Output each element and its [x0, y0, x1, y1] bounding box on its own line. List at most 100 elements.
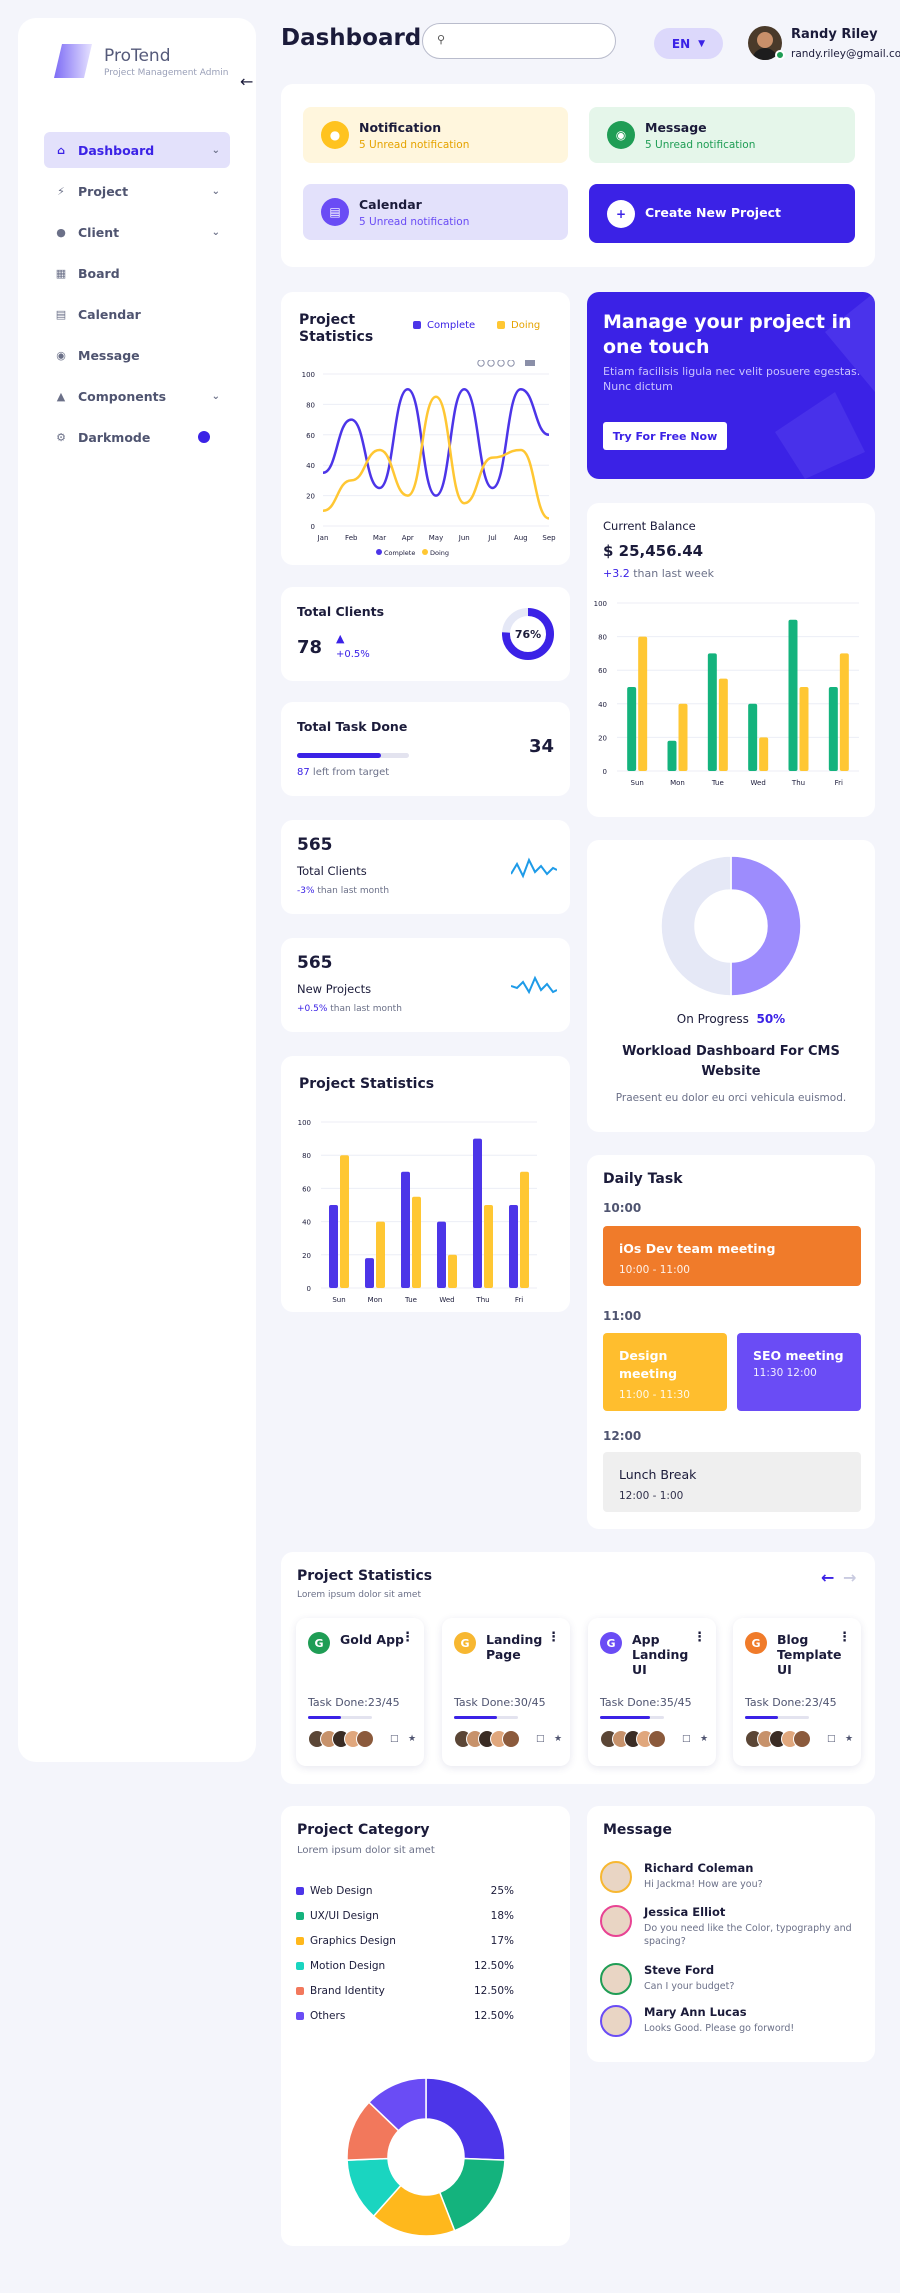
- team-avatars: [745, 1730, 811, 1748]
- progress-label: On Progress: [676, 1012, 749, 1026]
- language-select[interactable]: EN ▼: [654, 28, 723, 59]
- sidebar-item-project[interactable]: ⚡ Project ⌄: [44, 173, 230, 209]
- task-design-meeting[interactable]: Design meeting 11:00 - 11:30: [603, 1333, 727, 1411]
- task-ios-meeting[interactable]: iOs Dev team meeting 10:00 - 11:00: [603, 1226, 861, 1286]
- bolt-icon: ⚡: [57, 184, 65, 198]
- time-slot: 12:00: [603, 1429, 642, 1443]
- legend-text: Complete: [384, 549, 415, 557]
- project-task-count: Task Done:23/45: [308, 1696, 400, 1709]
- category-row: Motion Design 12.50%: [296, 1960, 514, 1972]
- task-seo-meeting[interactable]: SEO meeting 11:30 12:00: [737, 1333, 861, 1411]
- chart-toolbar-icon: [507, 360, 515, 367]
- sidebar-item-board[interactable]: ▦ Board: [44, 255, 230, 291]
- promo-card: Manage your project in one touch Etiam f…: [587, 292, 875, 479]
- sidebar-item-label: Client: [78, 224, 120, 240]
- message-item[interactable]: Jessica Elliot Do you need like the Color…: [600, 1905, 860, 1947]
- project-card[interactable]: G App Landing UI ⋮ Task Done:35/45 □ ★: [588, 1618, 716, 1766]
- bar: [799, 687, 809, 771]
- task-time: 11:30 12:00: [753, 1367, 817, 1379]
- more-options-icon[interactable]: ⋮: [547, 1630, 560, 1645]
- category-label: Others: [310, 2010, 346, 2022]
- bar: [748, 703, 758, 771]
- sidebar-item-label: Message: [78, 347, 140, 363]
- workload-card: On Progress 50% Workload Dashboard For C…: [587, 840, 875, 1132]
- bar: [678, 703, 688, 771]
- delta-value: -3%: [297, 886, 315, 896]
- x-tick-label: Aug: [514, 534, 528, 542]
- ring-arc: [502, 608, 554, 660]
- user-icon: ●: [56, 225, 66, 239]
- calendar-card[interactable]: ▤ Calendar 5 Unread notification: [303, 184, 568, 240]
- message-item[interactable]: Richard Coleman Hi Jackma! How are you?: [600, 1861, 860, 1897]
- bar: [667, 740, 677, 771]
- try-for-free-button[interactable]: Try For Free Now: [603, 422, 727, 450]
- legend-label: Complete: [427, 320, 476, 331]
- card-title: Project Category: [297, 1822, 430, 1838]
- project-card[interactable]: G Gold App ⋮ Task Done:23/45 □ ★: [296, 1618, 424, 1766]
- task-lunch-break[interactable]: Lunch Break 12:00 - 1:00: [603, 1452, 861, 1512]
- sidebar-item-client[interactable]: ● Client ⌄: [44, 214, 230, 250]
- y-tick-label: 0: [307, 1285, 311, 1293]
- y-tick-label: 80: [306, 401, 315, 409]
- x-tick-label: Mon: [670, 779, 685, 787]
- plus-icon: +: [607, 200, 635, 228]
- message-item[interactable]: Mary Ann Lucas Looks Good. Please go forw…: [600, 2005, 860, 2041]
- bar: [520, 1171, 529, 1288]
- project-name: Landing Page: [486, 1632, 543, 1662]
- card-title: Project Statistics: [299, 312, 374, 345]
- search-input[interactable]: [455, 32, 605, 46]
- task-title: Design meeting: [619, 1348, 678, 1381]
- collapse-sidebar-icon[interactable]: ←: [240, 72, 254, 91]
- y-tick-label: 40: [306, 462, 315, 470]
- message-item[interactable]: Steve Ford Can I your budget?: [600, 1963, 860, 1999]
- task-note-text: left from target: [312, 767, 390, 778]
- chevron-down-icon: ⌄: [211, 185, 220, 197]
- online-status-dot: [775, 50, 785, 60]
- search-box[interactable]: ⚲: [422, 23, 616, 59]
- notification-card[interactable]: ● Notification 5 Unread notification: [303, 107, 568, 163]
- avatar[interactable]: [748, 26, 782, 60]
- darkmode-toggle[interactable]: [198, 431, 210, 443]
- chat-icon: ◉: [56, 348, 66, 362]
- legend-complete: Complete: [413, 320, 475, 331]
- category-row: Graphics Design 17%: [296, 1935, 514, 1947]
- sidebar-item-darkmode[interactable]: ⚙ Darkmode: [44, 419, 230, 455]
- more-options-icon[interactable]: ⋮: [838, 1630, 851, 1645]
- x-tick-label: Fri: [515, 1296, 523, 1304]
- arrow-left-icon[interactable]: ←: [821, 1568, 835, 1587]
- category-label: Web Design: [310, 1885, 373, 1897]
- x-tick-label: Fri: [835, 779, 843, 787]
- trend-up-icon: ▲: [336, 632, 345, 645]
- balance-amount: $ 25,456.44: [603, 542, 704, 560]
- sidebar-item-calendar[interactable]: ▤ Calendar: [44, 296, 230, 332]
- calendar-subtitle: 5 Unread notification: [359, 216, 470, 228]
- legend-swatch: [497, 321, 505, 329]
- card-title: Daily Task: [603, 1171, 683, 1187]
- total-clients-label: Total Clients: [297, 604, 385, 619]
- x-tick-label: Apr: [402, 534, 414, 542]
- sidebar-item-dashboard[interactable]: ⌂ Dashboard ⌄: [44, 132, 230, 168]
- sidebar-item-message[interactable]: ◉ Message: [44, 337, 230, 373]
- sparkline-icon: [511, 975, 557, 995]
- language-value: EN: [671, 36, 691, 51]
- category-swatch: [296, 1987, 304, 1995]
- more-options-icon[interactable]: ⋮: [401, 1630, 414, 1645]
- message-card[interactable]: ◉ Message 5 Unread notification: [589, 107, 855, 163]
- bar: [759, 737, 769, 771]
- project-card[interactable]: G Blog Template UI ⋮ Task Done:23/45 □ ★: [733, 1618, 861, 1766]
- x-tick-label: Jun: [458, 534, 470, 542]
- avatar: [600, 1861, 632, 1893]
- chart-toolbar-icon: [497, 360, 505, 367]
- attachment-icon: □: [682, 1734, 691, 1744]
- sidebar-item-components[interactable]: ▲ Components ⌄: [44, 378, 230, 414]
- message-sender: Mary Ann Lucas: [644, 2005, 747, 2019]
- legend-marker: [422, 549, 428, 555]
- more-options-icon[interactable]: ⋮: [693, 1630, 706, 1645]
- line-chart: 0 20 40 60 80 100 Jan Feb Mar Apr May Jun Jul Aug Sep C…: [302, 360, 556, 557]
- project-progress-fill: [600, 1716, 650, 1719]
- task-done-value: 34: [529, 736, 555, 757]
- mini-stat-clients: 565 Total Clients -3% than last month: [281, 820, 570, 914]
- project-card[interactable]: G Landing Page ⋮ Task Done:30/45 □ ★: [442, 1618, 570, 1766]
- create-project-button[interactable]: + Create New Project: [589, 184, 855, 243]
- arrow-right-icon[interactable]: →: [843, 1568, 857, 1587]
